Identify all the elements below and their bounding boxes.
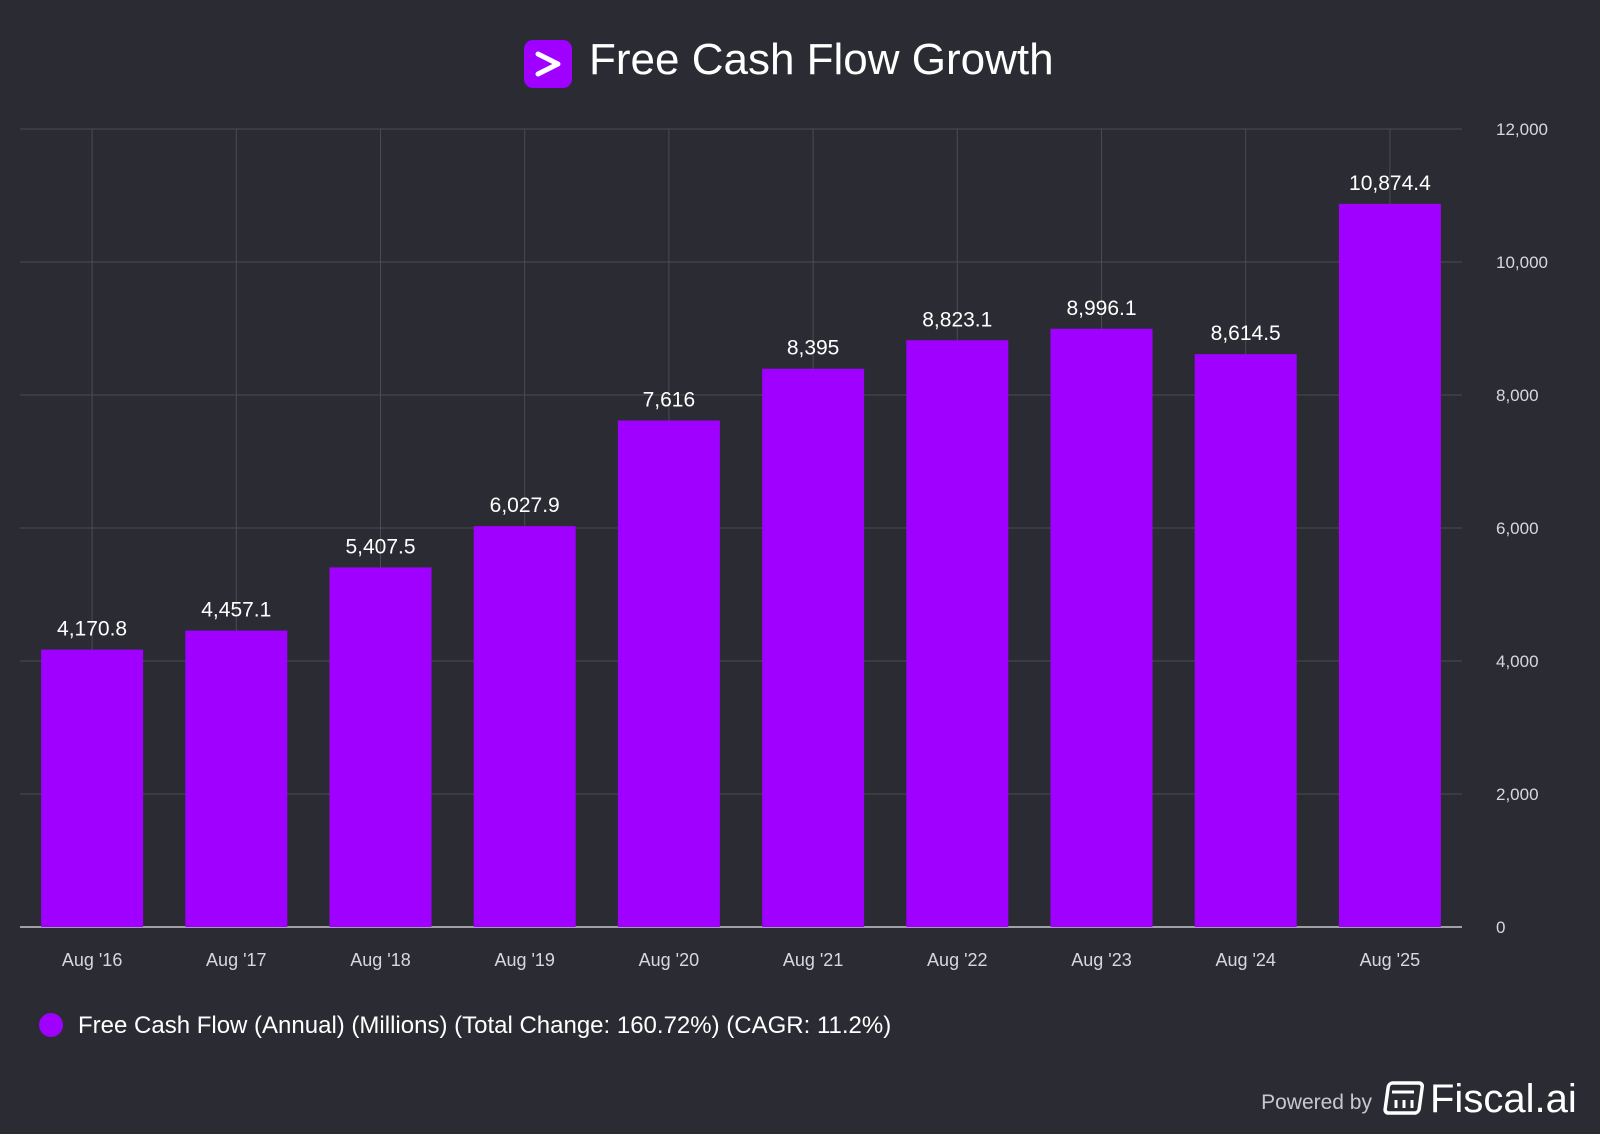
bar-value-label: 6,027.9 xyxy=(490,494,560,517)
bar-value-label: 8,823.1 xyxy=(922,308,992,331)
x-tick-label: Aug '25 xyxy=(1360,950,1421,970)
legend-marker xyxy=(39,1013,63,1037)
bar-value-label: 7,616 xyxy=(643,389,696,412)
x-tick-label: Aug '23 xyxy=(1071,950,1132,970)
x-tick-label: Aug '18 xyxy=(350,950,411,970)
bar[interactable] xyxy=(617,420,720,927)
x-tick-label: Aug '24 xyxy=(1215,950,1276,970)
y-tick-label: 2,000 xyxy=(1496,785,1539,804)
bar[interactable] xyxy=(1050,328,1153,927)
bar-value-label: 4,457.1 xyxy=(201,599,271,622)
powered-by: Powered by Fiscal.ai xyxy=(1261,1077,1577,1121)
bar[interactable] xyxy=(1194,354,1297,927)
bar[interactable] xyxy=(762,368,865,927)
x-tick-label: Aug '22 xyxy=(927,950,988,970)
y-tick-label: 0 xyxy=(1496,918,1505,937)
legend[interactable]: Free Cash Flow (Annual) (Millions) (Tota… xyxy=(39,1012,891,1039)
brand-name: Fiscal.ai xyxy=(1430,1077,1577,1121)
bar-value-label: 10,874.4 xyxy=(1349,172,1431,195)
y-tick-label: 6,000 xyxy=(1496,519,1539,538)
chart-title-group: Free Cash Flow Growth xyxy=(524,35,1054,88)
bar-value-label: 8,996.1 xyxy=(1066,297,1136,320)
y-tick-label: 10,000 xyxy=(1496,253,1548,272)
bar[interactable] xyxy=(1338,203,1441,927)
x-axis-ticks: Aug '16 Aug '17 Aug '18 Aug '19 Aug '20 Aug '… xyxy=(62,950,1420,970)
bar-value-label: 5,407.5 xyxy=(345,535,415,558)
chart-title: Free Cash Flow Growth xyxy=(589,35,1054,84)
x-tick-label: Aug '20 xyxy=(639,950,700,970)
calculator-icon xyxy=(1383,1081,1425,1115)
x-tick-label: Aug '17 xyxy=(206,950,267,970)
y-tick-label: 8,000 xyxy=(1496,386,1539,405)
legend-label: Free Cash Flow (Annual) (Millions) (Tota… xyxy=(78,1012,891,1039)
bar[interactable] xyxy=(329,567,432,927)
y-tick-label: 12,000 xyxy=(1496,120,1548,139)
bar-value-label: 4,170.8 xyxy=(57,618,127,641)
x-tick-label: Aug '19 xyxy=(494,950,555,970)
y-axis-ticks: 0 2,000 4,000 6,000 8,000 10,000 12,000 xyxy=(1496,120,1548,937)
bar[interactable] xyxy=(473,526,576,927)
y-tick-label: 4,000 xyxy=(1496,652,1539,671)
bar[interactable] xyxy=(41,649,144,927)
x-tick-label: Aug '21 xyxy=(783,950,844,970)
bar[interactable] xyxy=(185,630,288,927)
bars xyxy=(41,203,1441,927)
chevron-right-icon xyxy=(524,40,572,88)
x-tick-label: Aug '16 xyxy=(62,950,123,970)
powered-by-text: Powered by xyxy=(1261,1091,1372,1114)
bar-value-label: 8,614.5 xyxy=(1211,322,1281,345)
bar-labels: 4,170.8 4,457.1 5,407.5 6,027.9 7,616 8,395 8,… xyxy=(57,172,1431,641)
bar-value-label: 8,395 xyxy=(787,337,840,360)
bar[interactable] xyxy=(906,340,1009,927)
